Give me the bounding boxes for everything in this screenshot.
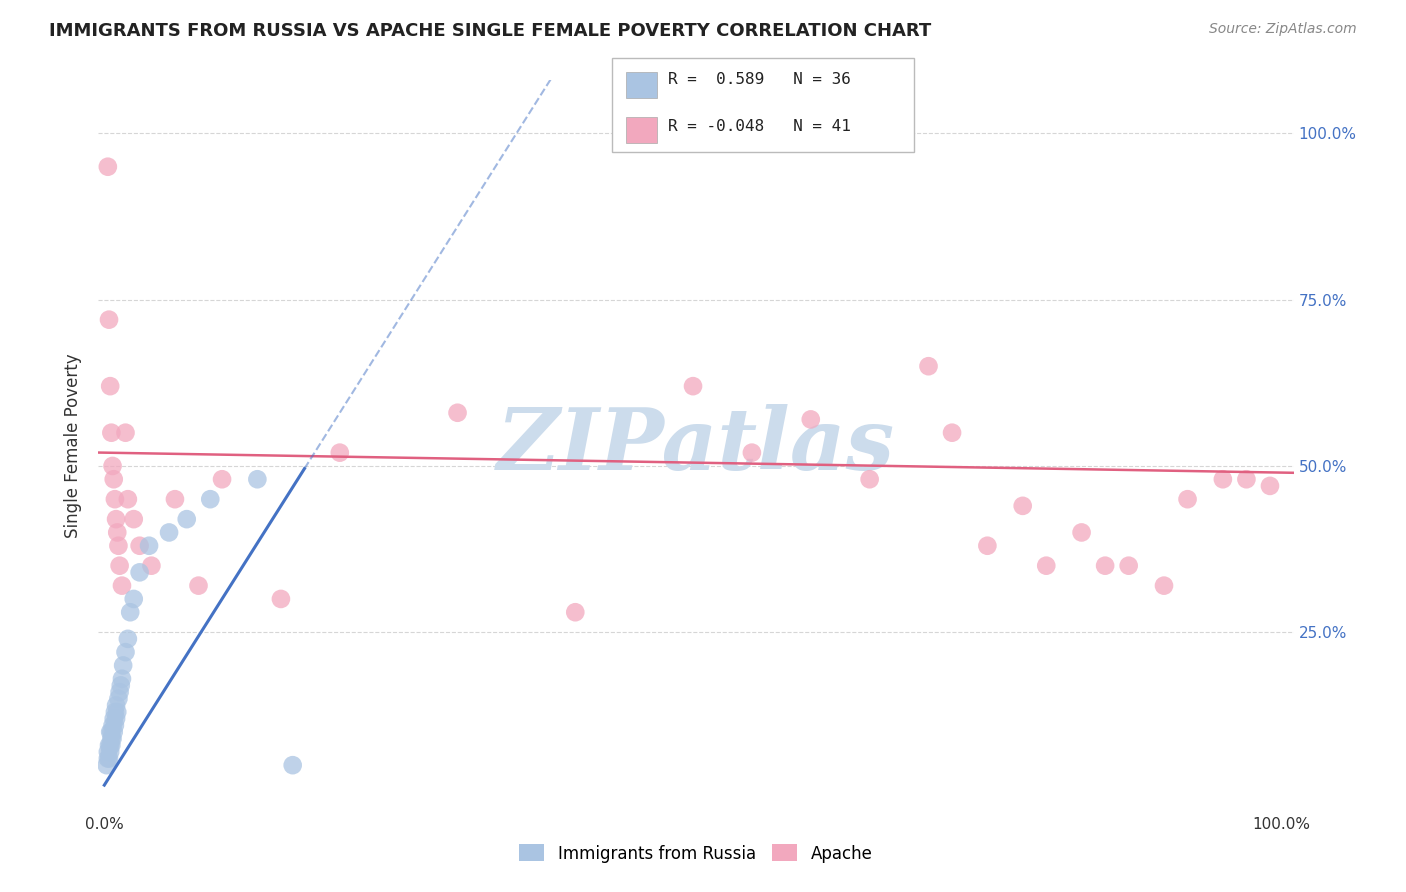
Point bbox=[211, 472, 233, 486]
Point bbox=[141, 558, 163, 573]
Point bbox=[104, 718, 127, 732]
Point bbox=[917, 359, 939, 374]
Point bbox=[800, 412, 823, 426]
Point bbox=[200, 492, 222, 507]
Point bbox=[128, 566, 150, 580]
Point bbox=[105, 712, 128, 726]
Point bbox=[163, 492, 186, 507]
Point bbox=[96, 758, 118, 772]
Point bbox=[1177, 492, 1199, 507]
Point bbox=[138, 539, 160, 553]
Point bbox=[100, 425, 122, 440]
Point bbox=[108, 558, 131, 573]
Point bbox=[105, 512, 128, 526]
Point bbox=[1070, 525, 1092, 540]
Point bbox=[101, 731, 124, 746]
Point bbox=[128, 539, 150, 553]
Point bbox=[187, 579, 209, 593]
Point bbox=[1258, 479, 1281, 493]
Point bbox=[941, 425, 963, 440]
Point bbox=[446, 406, 468, 420]
Point bbox=[98, 745, 121, 759]
Point bbox=[97, 160, 120, 174]
Point bbox=[176, 512, 198, 526]
Point bbox=[104, 705, 127, 719]
Point bbox=[103, 472, 125, 486]
Point bbox=[101, 458, 124, 473]
Point bbox=[108, 685, 131, 699]
Point bbox=[105, 698, 128, 713]
Point bbox=[117, 632, 139, 646]
Point bbox=[1035, 558, 1057, 573]
Point bbox=[98, 738, 121, 752]
Point bbox=[104, 492, 127, 507]
Point bbox=[1011, 499, 1033, 513]
Point bbox=[117, 492, 139, 507]
Point bbox=[1094, 558, 1116, 573]
Point bbox=[111, 579, 134, 593]
Point bbox=[859, 472, 882, 486]
Point bbox=[100, 731, 122, 746]
Text: R = -0.048   N = 41: R = -0.048 N = 41 bbox=[668, 119, 851, 134]
Point bbox=[122, 591, 145, 606]
Point bbox=[564, 605, 586, 619]
Point bbox=[1236, 472, 1258, 486]
Point bbox=[246, 472, 269, 486]
Point bbox=[114, 425, 136, 440]
Point bbox=[103, 712, 125, 726]
Point bbox=[98, 379, 121, 393]
Point bbox=[98, 738, 121, 752]
Point bbox=[1118, 558, 1140, 573]
Point bbox=[120, 605, 142, 619]
Point bbox=[107, 539, 129, 553]
Point bbox=[114, 645, 136, 659]
Point bbox=[107, 691, 129, 706]
Point bbox=[122, 512, 145, 526]
Point bbox=[103, 725, 125, 739]
Point bbox=[100, 725, 122, 739]
Point bbox=[682, 379, 704, 393]
Point bbox=[112, 658, 135, 673]
Point bbox=[98, 312, 121, 326]
Text: IMMIGRANTS FROM RUSSIA VS APACHE SINGLE FEMALE POVERTY CORRELATION CHART: IMMIGRANTS FROM RUSSIA VS APACHE SINGLE … bbox=[49, 22, 931, 40]
Point bbox=[281, 758, 304, 772]
Point bbox=[270, 591, 292, 606]
Point bbox=[1212, 472, 1234, 486]
Point bbox=[105, 705, 128, 719]
Text: ZIPatlas: ZIPatlas bbox=[496, 404, 896, 488]
Legend: Immigrants from Russia, Apache: Immigrants from Russia, Apache bbox=[513, 838, 879, 869]
Text: Source: ZipAtlas.com: Source: ZipAtlas.com bbox=[1209, 22, 1357, 37]
Point bbox=[100, 738, 122, 752]
Point bbox=[98, 725, 121, 739]
Point bbox=[97, 745, 120, 759]
Point bbox=[105, 525, 128, 540]
Point bbox=[157, 525, 180, 540]
Y-axis label: Single Female Poverty: Single Female Poverty bbox=[65, 354, 83, 538]
Point bbox=[741, 445, 763, 459]
Point bbox=[101, 718, 124, 732]
Point bbox=[976, 539, 998, 553]
Point bbox=[1153, 579, 1175, 593]
Text: R =  0.589   N = 36: R = 0.589 N = 36 bbox=[668, 72, 851, 87]
Point bbox=[97, 751, 120, 765]
Point bbox=[111, 672, 134, 686]
Point bbox=[110, 678, 132, 692]
Point bbox=[98, 751, 121, 765]
Point bbox=[329, 445, 352, 459]
